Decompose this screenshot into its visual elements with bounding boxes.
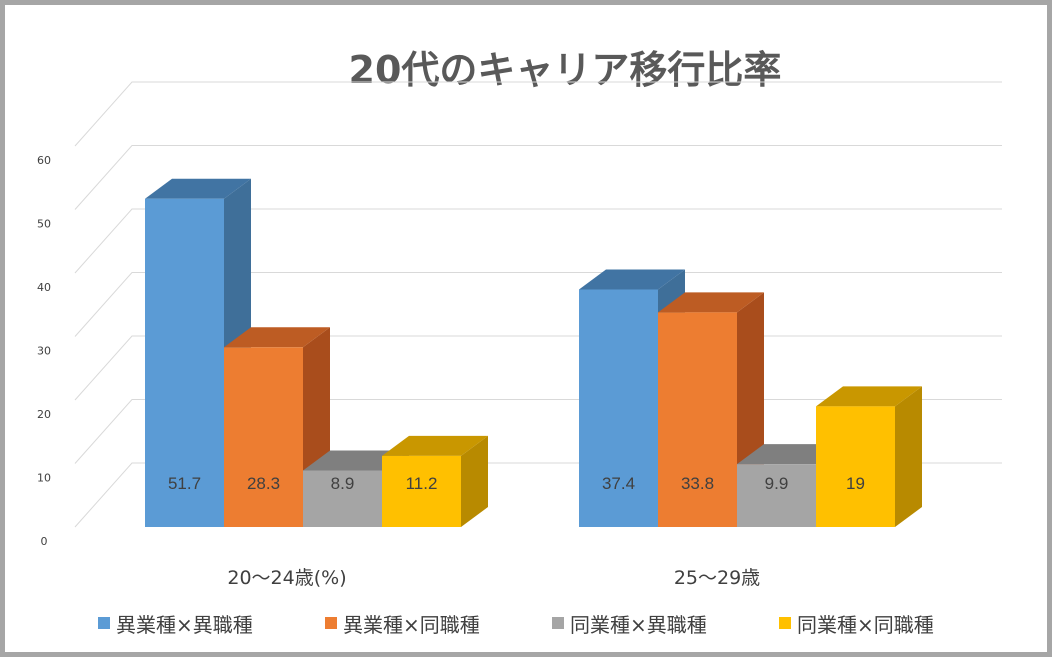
- legend-swatch: [325, 617, 337, 629]
- bar-top: [382, 435, 488, 456]
- bar-front: [303, 470, 382, 527]
- legend-item: 異業種×同職種: [325, 613, 480, 637]
- y-tick-label: 40: [37, 281, 51, 294]
- legend-item: 同業種×同職種: [779, 613, 934, 637]
- data-label: 28.3: [247, 474, 280, 493]
- legend-item: 異業種×異職種: [98, 613, 253, 637]
- legend-swatch: [98, 617, 110, 629]
- y-tick-label: 20: [37, 408, 51, 421]
- data-label: 19: [846, 474, 865, 493]
- y-tick-label: 0: [41, 535, 48, 548]
- x-tick-label: 20〜24歳(%): [227, 567, 346, 589]
- data-label: 8.9: [331, 474, 355, 493]
- bar-top: [145, 178, 251, 199]
- x-tick-label: 25〜29歳: [674, 567, 760, 589]
- bar-front: [579, 289, 658, 527]
- legend-label: 異業種×異職種: [116, 613, 253, 637]
- bar-front: [816, 406, 895, 527]
- gridline: [74, 208, 1002, 274]
- bar-top: [224, 327, 330, 348]
- y-tick-label: 10: [37, 472, 51, 485]
- bars: [145, 178, 922, 527]
- chart-title: 20代のキャリア移行比率: [349, 48, 782, 92]
- bar-front: [382, 455, 461, 527]
- bar-front: [224, 347, 303, 527]
- gridline: [74, 272, 1002, 337]
- bar-side: [461, 435, 488, 527]
- legend-swatch: [779, 617, 791, 629]
- bar: [224, 327, 330, 527]
- legend-label: 異業種×同職種: [343, 613, 480, 637]
- bar-front: [737, 464, 816, 527]
- legend-swatch: [552, 617, 564, 629]
- bar: [816, 386, 922, 527]
- bar: [658, 292, 764, 527]
- data-label: 11.2: [406, 474, 438, 493]
- legend-label: 同業種×同職種: [797, 613, 934, 637]
- legend-item: 同業種×異職種: [552, 613, 707, 637]
- y-tick-label: 60: [37, 154, 51, 167]
- data-label: 33.8: [681, 474, 714, 493]
- bar-front: [658, 312, 737, 527]
- data-label: 37.4: [602, 474, 635, 493]
- bar-front: [145, 198, 224, 527]
- x-axis-ticks: 20〜24歳(%) 25〜29歳: [227, 567, 760, 589]
- bar-top: [816, 386, 922, 407]
- data-label: 9.9: [765, 474, 789, 493]
- y-tick-label: 30: [37, 345, 51, 358]
- bar: [382, 435, 488, 527]
- bar-top: [658, 292, 764, 313]
- bar-top: [579, 269, 685, 290]
- gridline: [74, 81, 1002, 147]
- y-tick-label: 50: [37, 218, 51, 231]
- legend: 異業種×異職種 異業種×同職種 同業種×異職種 同業種×同職種: [98, 613, 934, 637]
- y-axis-ticks: 0 10 20 30 40 50 60: [37, 154, 51, 548]
- legend-label: 同業種×異職種: [570, 613, 707, 637]
- data-labels: 51.7 37.4 28.3 33.8 8.9 9.9 11.2 19: [168, 474, 865, 493]
- bar-side: [895, 386, 922, 527]
- gridline: [74, 145, 1002, 210]
- data-label: 51.7: [168, 474, 201, 493]
